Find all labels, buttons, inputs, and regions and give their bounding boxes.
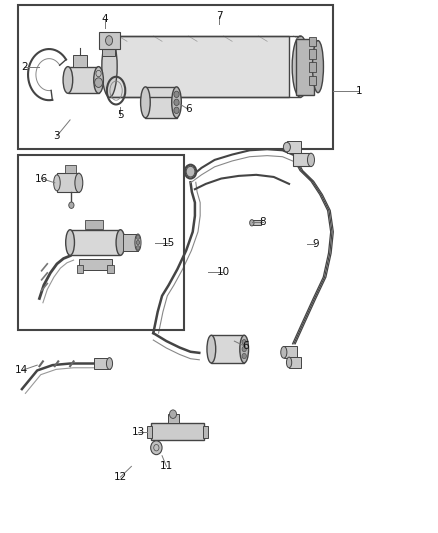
Bar bbox=[211, 335, 244, 363]
Ellipse shape bbox=[172, 87, 181, 118]
Ellipse shape bbox=[307, 154, 314, 167]
Bar bbox=[68, 67, 99, 93]
Ellipse shape bbox=[94, 67, 103, 93]
Text: 7: 7 bbox=[215, 11, 223, 21]
Circle shape bbox=[69, 202, 74, 208]
Text: 13: 13 bbox=[131, 427, 145, 437]
Text: 4: 4 bbox=[102, 14, 109, 23]
Bar bbox=[151, 423, 204, 440]
Ellipse shape bbox=[240, 335, 249, 363]
Text: 5: 5 bbox=[117, 110, 124, 119]
Circle shape bbox=[186, 166, 195, 177]
Circle shape bbox=[174, 99, 179, 106]
Bar bbox=[147, 426, 152, 438]
Ellipse shape bbox=[102, 36, 117, 97]
Bar bbox=[309, 37, 316, 46]
Bar bbox=[77, 265, 83, 273]
Circle shape bbox=[174, 107, 179, 114]
Bar bbox=[65, 165, 76, 173]
Ellipse shape bbox=[286, 357, 292, 368]
Circle shape bbox=[136, 246, 140, 250]
Text: 9: 9 bbox=[312, 239, 319, 248]
Ellipse shape bbox=[292, 36, 309, 97]
Text: 3: 3 bbox=[53, 131, 60, 141]
Text: 14: 14 bbox=[15, 366, 28, 375]
Text: 6: 6 bbox=[185, 104, 192, 114]
Bar bbox=[289, 357, 301, 368]
Circle shape bbox=[242, 340, 246, 345]
Ellipse shape bbox=[207, 335, 216, 363]
Text: 12: 12 bbox=[114, 472, 127, 482]
Bar bbox=[287, 141, 301, 153]
Bar bbox=[85, 220, 103, 229]
Circle shape bbox=[136, 235, 140, 239]
Text: 2: 2 bbox=[21, 62, 28, 71]
Bar bbox=[18, 155, 184, 330]
Ellipse shape bbox=[75, 173, 83, 192]
Bar bbox=[123, 234, 138, 251]
Bar bbox=[57, 173, 79, 192]
Circle shape bbox=[170, 410, 177, 418]
Ellipse shape bbox=[283, 142, 290, 152]
Text: 8: 8 bbox=[259, 217, 266, 227]
Circle shape bbox=[136, 240, 140, 245]
Circle shape bbox=[95, 78, 102, 87]
Text: 11: 11 bbox=[160, 462, 173, 471]
Bar bbox=[102, 48, 115, 56]
Bar bbox=[309, 49, 316, 59]
Ellipse shape bbox=[63, 67, 73, 93]
Ellipse shape bbox=[313, 41, 324, 93]
Bar bbox=[79, 259, 112, 270]
Bar bbox=[99, 32, 120, 49]
Bar bbox=[203, 426, 208, 438]
Ellipse shape bbox=[281, 346, 287, 358]
Text: 1: 1 bbox=[356, 86, 363, 95]
Bar bbox=[309, 76, 316, 85]
Bar bbox=[73, 55, 87, 67]
Text: 6: 6 bbox=[242, 342, 249, 351]
Ellipse shape bbox=[54, 175, 60, 191]
Ellipse shape bbox=[116, 230, 125, 255]
Bar bbox=[296, 39, 314, 95]
Bar bbox=[145, 87, 177, 118]
Bar bbox=[70, 230, 120, 255]
Text: 16: 16 bbox=[35, 174, 48, 183]
Circle shape bbox=[151, 441, 162, 455]
Bar bbox=[18, 5, 333, 149]
Circle shape bbox=[242, 353, 246, 359]
Bar bbox=[94, 358, 110, 369]
Bar bbox=[284, 346, 297, 358]
Bar bbox=[252, 220, 261, 225]
Bar bbox=[309, 62, 316, 72]
Ellipse shape bbox=[106, 358, 113, 369]
Circle shape bbox=[242, 346, 246, 352]
Ellipse shape bbox=[135, 234, 141, 251]
Bar bbox=[293, 153, 311, 166]
Ellipse shape bbox=[141, 87, 150, 118]
Bar bbox=[110, 36, 289, 97]
Ellipse shape bbox=[106, 36, 113, 45]
Text: 10: 10 bbox=[217, 267, 230, 277]
Text: 15: 15 bbox=[162, 238, 175, 247]
Ellipse shape bbox=[250, 220, 254, 226]
Ellipse shape bbox=[66, 230, 74, 255]
Circle shape bbox=[174, 91, 179, 98]
Ellipse shape bbox=[185, 165, 196, 179]
Bar bbox=[107, 265, 114, 273]
Bar bbox=[168, 414, 179, 423]
